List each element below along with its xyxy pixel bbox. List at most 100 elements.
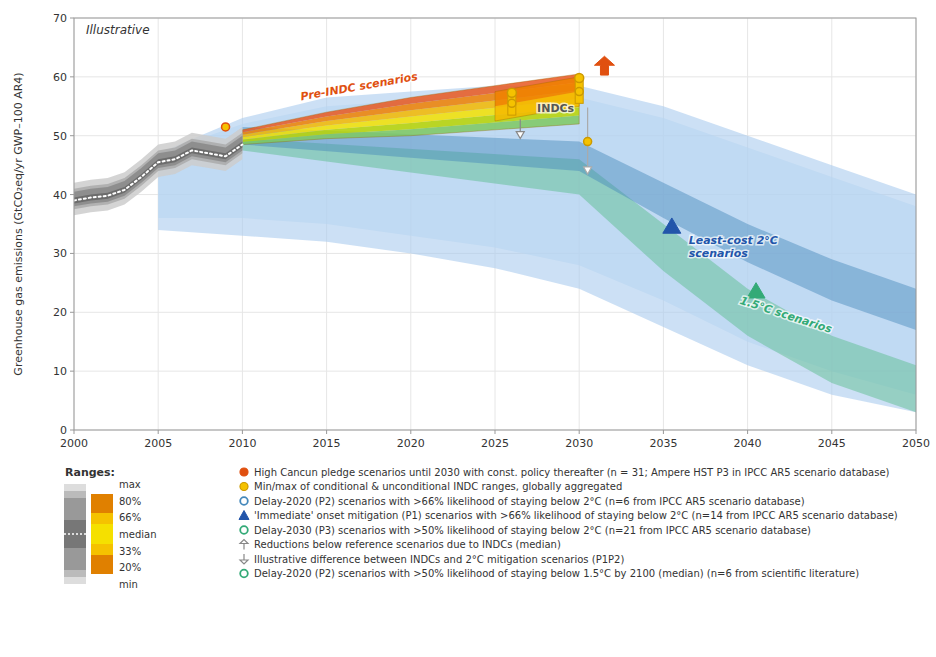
tick: [916, 430, 917, 434]
legend-marker: [240, 540, 248, 544]
title: Illustrative: [86, 23, 150, 37]
annotation: Pre-INDC scenarios: [300, 70, 419, 103]
tick-label: 70: [53, 12, 67, 25]
marker-circle: [222, 123, 230, 131]
tick-label: 2005: [144, 437, 172, 450]
marks: [74, 56, 916, 412]
tick: [70, 430, 74, 431]
marker-circle: [584, 138, 592, 146]
y-axis-label: Greenhouse gas emissions (GtCO₂eq/yr GWP…: [12, 72, 25, 375]
marker-circle: [575, 88, 583, 96]
chart: 2000200520102015202020252030203520402045…: [0, 0, 936, 657]
inset-label: 66%: [119, 512, 141, 523]
legend-label: Delay-2030 (P3) scenarios with >50% like…: [254, 525, 811, 536]
tick-label: 0: [60, 424, 67, 437]
legend-marker: [240, 497, 248, 505]
legend-label: Delay-2020 (P2) scenarios with >66% like…: [254, 496, 805, 507]
band: [495, 77, 579, 121]
tick: [495, 430, 496, 434]
marker-circle: [508, 99, 516, 107]
plot-frame: [74, 18, 916, 430]
legend-marker: [239, 511, 249, 520]
median-line: [74, 145, 242, 201]
tick-label: 20: [53, 306, 67, 319]
annotations: Pre-INDC scenarios INDCs Least-cost 2°Csce…: [300, 70, 834, 336]
inset-swatch: [91, 524, 113, 544]
inset-swatch: [64, 484, 86, 584]
legend-marker: [240, 560, 248, 564]
inset-label: max: [119, 479, 141, 490]
inset-median: [64, 533, 86, 535]
tick-label: 2015: [313, 437, 341, 450]
tick-label: 10: [53, 365, 67, 378]
tick: [242, 430, 243, 434]
tick-label: 2000: [60, 437, 88, 450]
arrow-shaft: [520, 119, 521, 131]
annotation-line: Least-cost 2°C: [689, 234, 778, 247]
legend-label: Illustrative difference between INDCs an…: [254, 554, 624, 565]
arrow-head: [516, 132, 524, 139]
tick-label: 2045: [818, 437, 846, 450]
band: [74, 142, 242, 204]
tick: [70, 135, 74, 136]
inset-swatch: [64, 498, 86, 570]
legend-marker: [240, 526, 248, 534]
legend-label: Min/max of conditional & unconditional I…: [254, 481, 622, 492]
tick-label: 2035: [649, 437, 677, 450]
band: [242, 127, 916, 330]
annotation: INDCs: [537, 102, 575, 115]
tick: [158, 430, 159, 434]
band: [74, 127, 242, 215]
legend-marker: [243, 554, 244, 560]
tick: [70, 312, 74, 313]
tick-label: 50: [53, 130, 67, 143]
indc-point: [507, 88, 516, 97]
legend-label: Reductions below reference scenarios due…: [254, 539, 561, 550]
tick: [410, 430, 411, 434]
legend-label: Delay-2020 (P2) scenarios with >50% like…: [254, 568, 859, 579]
inset-swatch: [91, 494, 113, 574]
background: [0, 0, 936, 657]
annotation-line: scenarios: [689, 247, 749, 260]
tick-label: 2010: [228, 437, 256, 450]
marker-triangle: [663, 218, 681, 233]
inset-label: min: [119, 579, 138, 590]
tick-label: 2050: [902, 437, 930, 450]
tick: [70, 194, 74, 195]
inset-swatch: [64, 491, 86, 577]
inset-title: Ranges:: [65, 466, 115, 479]
legend-label: High Cancun pledge scenarios until 2030 …: [254, 467, 890, 478]
axes: 2000200520102015202020252030203520402045…: [53, 12, 930, 450]
tick-label: 30: [53, 247, 67, 260]
band: [242, 74, 579, 145]
annotation: 1.5°C scenarios: [738, 294, 834, 336]
tick-label: 2030: [565, 437, 593, 450]
annotation-line: 1.5°C scenarios: [738, 294, 834, 336]
inset-label: 20%: [119, 562, 141, 573]
inset-label: 80%: [119, 496, 141, 507]
ranges-inset: Ranges:max80%66%median33%20%min: [64, 466, 157, 590]
inset-swatch: [64, 520, 86, 548]
annotation: Least-cost 2°Cscenarios: [689, 234, 778, 260]
arrow: [594, 56, 614, 75]
tick: [326, 430, 327, 434]
tick: [831, 430, 832, 434]
legend-marker: [240, 483, 248, 491]
inset-label: 33%: [119, 546, 141, 557]
legend-marker: [240, 468, 248, 476]
legend-marker: [243, 544, 244, 550]
tick-label: 2025: [481, 437, 509, 450]
inset-swatch: [91, 513, 113, 555]
annotation-line: Pre-INDC scenarios: [300, 70, 419, 103]
tick-label: 40: [53, 189, 67, 202]
tick: [579, 430, 580, 434]
grid: [74, 18, 916, 430]
tick-label: 2040: [734, 437, 762, 450]
tick: [70, 18, 74, 19]
tick: [70, 371, 74, 372]
legend-marker: [240, 570, 248, 578]
tick: [663, 430, 664, 434]
tick: [74, 430, 75, 434]
tick: [747, 430, 748, 434]
tick: [70, 253, 74, 254]
